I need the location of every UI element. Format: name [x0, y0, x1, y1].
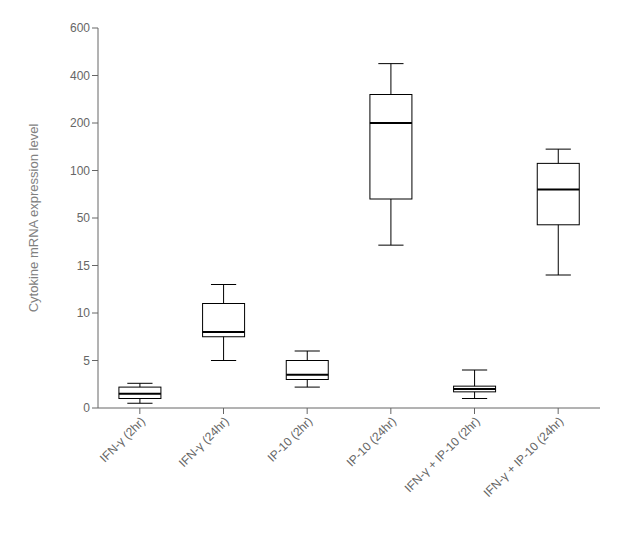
svg-text:15: 15: [77, 259, 91, 273]
svg-text:IFN-γ (2hr): IFN-γ (2hr): [97, 414, 148, 465]
svg-text:IFN-γ + IP-10 (2hr): IFN-γ + IP-10 (2hr): [402, 414, 483, 495]
svg-text:200: 200: [70, 116, 90, 130]
svg-text:5: 5: [83, 354, 90, 368]
svg-text:400: 400: [70, 69, 90, 83]
svg-text:10: 10: [77, 306, 91, 320]
svg-text:IFN-γ (24hr): IFN-γ (24hr): [176, 414, 232, 470]
svg-text:0: 0: [83, 401, 90, 415]
svg-text:600: 600: [70, 21, 90, 35]
svg-text:50: 50: [77, 211, 91, 225]
svg-text:IFN-γ + IP-10 (24hr): IFN-γ + IP-10 (24hr): [481, 414, 567, 500]
svg-text:Cytokine mRNA expression level: Cytokine mRNA expression level: [26, 124, 41, 313]
svg-text:100: 100: [70, 164, 90, 178]
svg-text:IP-10 (24hr): IP-10 (24hr): [344, 414, 399, 469]
svg-text:IP-10 (2hr): IP-10 (2hr): [265, 414, 315, 464]
